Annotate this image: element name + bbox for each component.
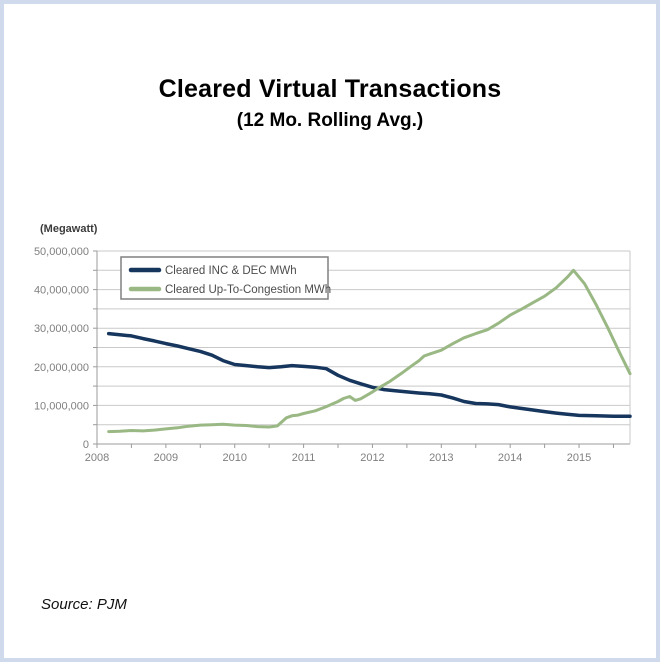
x-axis-label: 2014	[498, 452, 522, 464]
y-axis-label: 50,000,000	[34, 246, 89, 258]
y-axis-label: 30,000,000	[34, 323, 89, 335]
y-axis-label: 40,000,000	[34, 285, 89, 297]
legend-label: Cleared INC & DEC MWh	[165, 265, 297, 277]
source-note: Source: PJM	[41, 596, 127, 613]
y-axis-label: 10,000,000	[34, 400, 89, 412]
y-axis-label: 20,000,000	[34, 362, 89, 374]
x-axis-label: 2008	[85, 452, 109, 464]
series-line-cleared-inc-dec-mwh	[106, 331, 632, 418]
x-axis-label: 2009	[154, 452, 178, 464]
chart-area: 0 10,000,000 20,000,000 30,000,000 40,000,00…	[34, 217, 644, 469]
y-axis-unit-label: (Megawatt)	[40, 223, 98, 235]
x-axis-label: 2012	[360, 452, 384, 464]
chart-svg: 0 10,000,000 20,000,000 30,000,000 40,000,00…	[34, 246, 632, 464]
y-axis-label: 0	[83, 439, 89, 451]
x-axis-label: 2010	[222, 452, 246, 464]
series-line-cleared-up-to-congestion-mwh	[107, 268, 632, 434]
x-axis-label: 2015	[567, 452, 591, 464]
page-subtitle: (12 Mo. Rolling Avg.)	[236, 110, 424, 131]
x-axis-label: 2013	[429, 452, 453, 464]
page-title: Cleared Virtual Transactions	[158, 75, 502, 103]
legend-box	[120, 256, 329, 300]
x-axis-label: 2011	[292, 452, 316, 464]
legend-label: Cleared Up-To-Congestion MWh	[165, 284, 331, 296]
